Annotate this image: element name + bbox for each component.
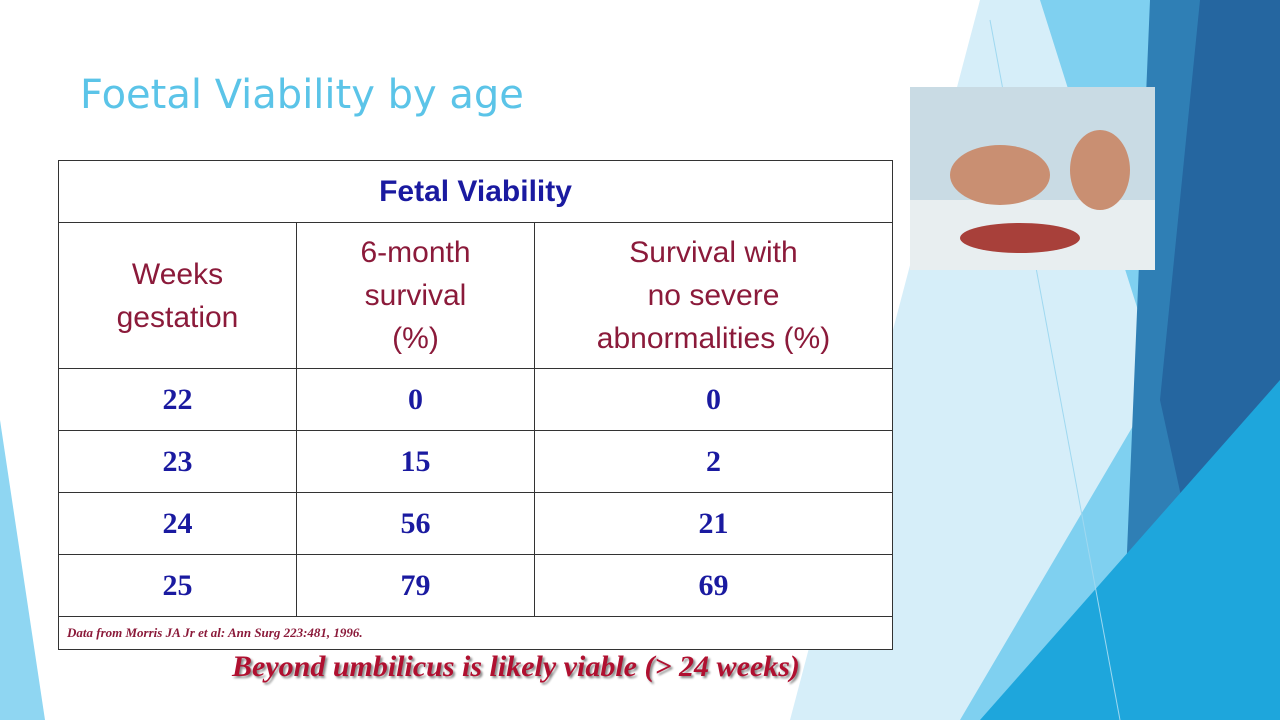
cell: 0 [534, 368, 893, 431]
header-line: abnormalities (%) [596, 322, 831, 355]
header-line: no severe [647, 279, 780, 312]
cell: 24 [58, 492, 297, 555]
cell: 15 [296, 430, 535, 493]
table-title: Fetal Viability [58, 160, 893, 223]
cell: 22 [58, 368, 297, 431]
header-cell: Survival with no severe abnormalities (%) [534, 222, 893, 369]
cell: 0 [296, 368, 535, 431]
cell: 79 [296, 554, 535, 617]
photo-part [960, 223, 1080, 253]
cell: 56 [296, 492, 535, 555]
footnote: Data from Morris JA Jr et al: Ann Surg 2… [58, 616, 893, 650]
cell: 2 [534, 430, 893, 493]
table-row: 22 0 0 [58, 368, 893, 431]
bg-shape [980, 380, 1280, 720]
header-line: Survival with [629, 236, 798, 269]
table-row: 23 15 2 [58, 430, 893, 493]
table: Fetal Viability Weeks gestation 6-month sur… [58, 160, 893, 650]
table-row: 24 56 21 [58, 492, 893, 555]
cell: 23 [58, 430, 297, 493]
cell: 21 [534, 492, 893, 555]
header-line: gestation [116, 300, 239, 334]
header-cell: 6-month survival (%) [296, 222, 535, 369]
bg-shape [0, 420, 45, 720]
cell: 69 [534, 554, 893, 617]
cell: 25 [58, 554, 297, 617]
caption: Beyond umbilicus is likely viable (> 24 … [232, 650, 800, 683]
header-line: (%) [392, 322, 439, 355]
header-cell: Weeks gestation [58, 222, 297, 369]
table-row: 25 79 69 [58, 554, 893, 617]
header-line: survival [364, 279, 467, 312]
photo-part [1070, 130, 1130, 210]
header-line: Weeks [131, 257, 224, 291]
header-line: 6-month [360, 236, 471, 269]
slide-title: Foetal Viability by age [80, 72, 524, 118]
photo-part [950, 145, 1050, 205]
